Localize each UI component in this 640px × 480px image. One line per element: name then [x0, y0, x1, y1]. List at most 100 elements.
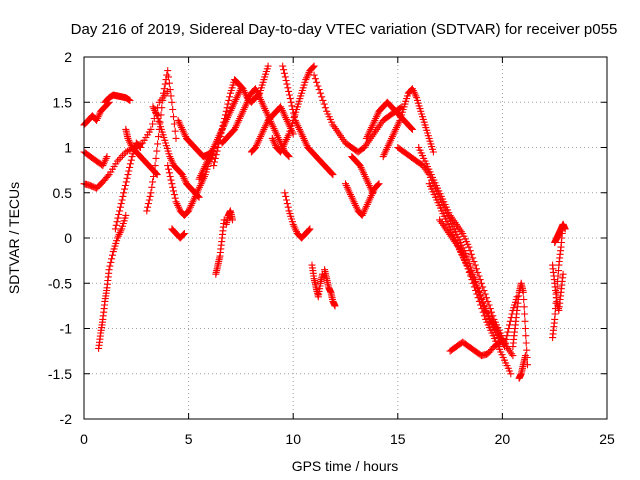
data-point: [488, 308, 495, 316]
data-point: [503, 332, 511, 340]
data-point: [216, 133, 224, 141]
data-point: [476, 276, 484, 284]
data-point: [476, 291, 484, 299]
data-point: [314, 82, 322, 90]
data-point: [116, 203, 124, 211]
data-point: [318, 93, 326, 101]
data-point: [466, 247, 474, 255]
data-point: [310, 62, 318, 70]
x-tick-labels: 0 5 10 15 20 25: [80, 431, 615, 447]
data-point: [501, 339, 509, 347]
y-tick-label: 0: [64, 230, 72, 246]
data-point: [519, 288, 527, 296]
data-point: [180, 230, 188, 237]
y-tick-label: -2: [60, 411, 73, 427]
x-tick-label: 0: [80, 431, 88, 447]
data-point: [223, 104, 231, 112]
data-point: [291, 113, 298, 121]
data-point: [506, 321, 513, 329]
data-point: [481, 290, 489, 298]
data-point: [165, 165, 172, 173]
data-point: [168, 98, 176, 106]
data-point: [172, 134, 180, 142]
data-point: [305, 226, 313, 234]
data-point: [170, 187, 177, 195]
data-point: [311, 75, 319, 83]
data-point: [145, 196, 153, 204]
data-point: [146, 192, 154, 200]
data-point: [119, 192, 127, 200]
data-points: [80, 62, 569, 382]
data-point: [221, 115, 229, 122]
y-axis-label: SDTVAR / TECUs: [6, 182, 22, 294]
data-point: [170, 191, 178, 199]
data-point: [429, 148, 437, 156]
y-tick-label: -0.5: [48, 275, 72, 291]
data-point: [164, 67, 172, 75]
data-point: [375, 180, 383, 188]
data-point: [374, 181, 382, 189]
data-point: [523, 346, 531, 354]
data-point: [164, 162, 172, 170]
data-point: [159, 96, 167, 104]
data-point: [124, 171, 132, 179]
data-point: [520, 296, 528, 303]
series-arc-01: [80, 98, 113, 129]
data-point: [507, 370, 515, 378]
series-arc-33: [446, 338, 504, 360]
data-point: [111, 225, 119, 233]
data-point: [284, 203, 292, 211]
data-point: [279, 62, 287, 70]
data-point: [144, 200, 152, 208]
data-point: [153, 171, 161, 179]
data-point: [229, 216, 236, 224]
data-point: [283, 196, 290, 204]
data-point: [283, 200, 291, 208]
data-point: [220, 118, 228, 126]
data-point: [521, 310, 529, 318]
data-point: [321, 104, 329, 112]
series-arc-04: [95, 211, 130, 352]
data-point: [221, 111, 229, 119]
data-point: [280, 69, 288, 77]
series-arc-08: [143, 67, 180, 215]
data-point: [137, 144, 144, 151]
data-point: [180, 230, 188, 238]
data-point: [112, 221, 120, 229]
data-point: [522, 339, 530, 347]
data-point: [471, 261, 479, 269]
data-point: [408, 125, 416, 132]
series-arc-23: [321, 266, 339, 310]
data-point: [475, 272, 483, 280]
data-point: [473, 265, 480, 273]
data-point: [477, 295, 485, 303]
data-point: [285, 91, 293, 99]
data-point: [165, 73, 172, 81]
data-point: [313, 78, 321, 86]
data-point: [122, 178, 130, 186]
series-arc-39: [551, 220, 569, 246]
series-arc-07: [122, 125, 161, 179]
data-point: [214, 144, 222, 151]
data-point: [123, 174, 131, 182]
data-point: [478, 298, 486, 306]
data-point: [475, 287, 483, 295]
data-point: [153, 147, 161, 155]
data-point: [147, 189, 155, 197]
data-point: [154, 140, 162, 148]
data-point: [288, 102, 296, 110]
data-point: [165, 79, 173, 87]
data-point: [103, 153, 111, 161]
data-point: [217, 129, 225, 137]
data-point: [126, 163, 134, 171]
data-point: [331, 302, 339, 310]
chart-title: Day 216 of 2019, Sidereal Day-to-day VTE…: [71, 21, 618, 38]
data-point: [143, 207, 151, 215]
x-tick-label: 15: [390, 431, 406, 447]
data-point: [283, 80, 291, 88]
data-point: [114, 214, 122, 222]
data-point: [479, 308, 487, 316]
data-point: [211, 158, 218, 166]
y-tick-label: 0.5: [53, 185, 73, 201]
